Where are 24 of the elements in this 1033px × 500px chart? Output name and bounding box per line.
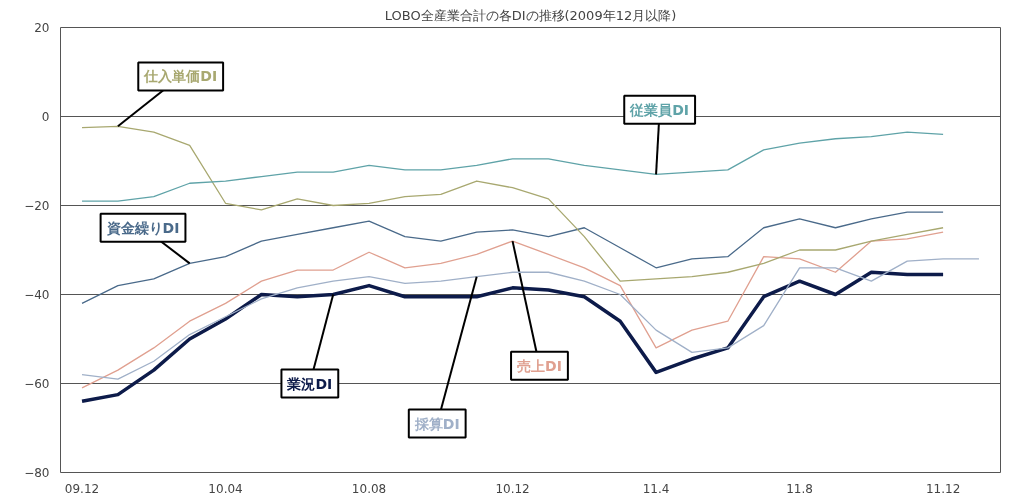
x-tick-label: 10.12 (495, 481, 530, 496)
line-series (80, 270, 945, 404)
x-tick-label: 11.4 (642, 481, 670, 496)
x-tick-label: 10.08 (351, 481, 387, 496)
text: 業況DI (286, 375, 333, 392)
text: 売上DI (517, 357, 562, 374)
y-tick-label: 0 (41, 110, 50, 124)
text: 従業員DI (629, 101, 690, 118)
x-tick-label: 11.12 (925, 481, 961, 496)
y-tick-label: −40 (24, 288, 50, 302)
line-series (81, 131, 944, 202)
line-series (81, 211, 944, 305)
y-tick-label: 20 (34, 21, 50, 35)
text: 仕入単価DI (143, 68, 218, 85)
y-tick-label: −60 (24, 377, 50, 391)
line-series (81, 125, 944, 282)
y-tick-label: −80 (24, 466, 50, 480)
text: 採算DI (413, 415, 460, 432)
x-tick-label: 10.04 (208, 481, 243, 496)
x-tick-label: 11.8 (786, 481, 813, 496)
x-tick-label: 09.12 (64, 481, 100, 496)
chart-title: LOBO全産業合計の各DIの推移(2009年12月以降) (384, 7, 677, 23)
text: 資金繰りDI (105, 219, 180, 236)
y-tick-label: −20 (24, 199, 50, 213)
